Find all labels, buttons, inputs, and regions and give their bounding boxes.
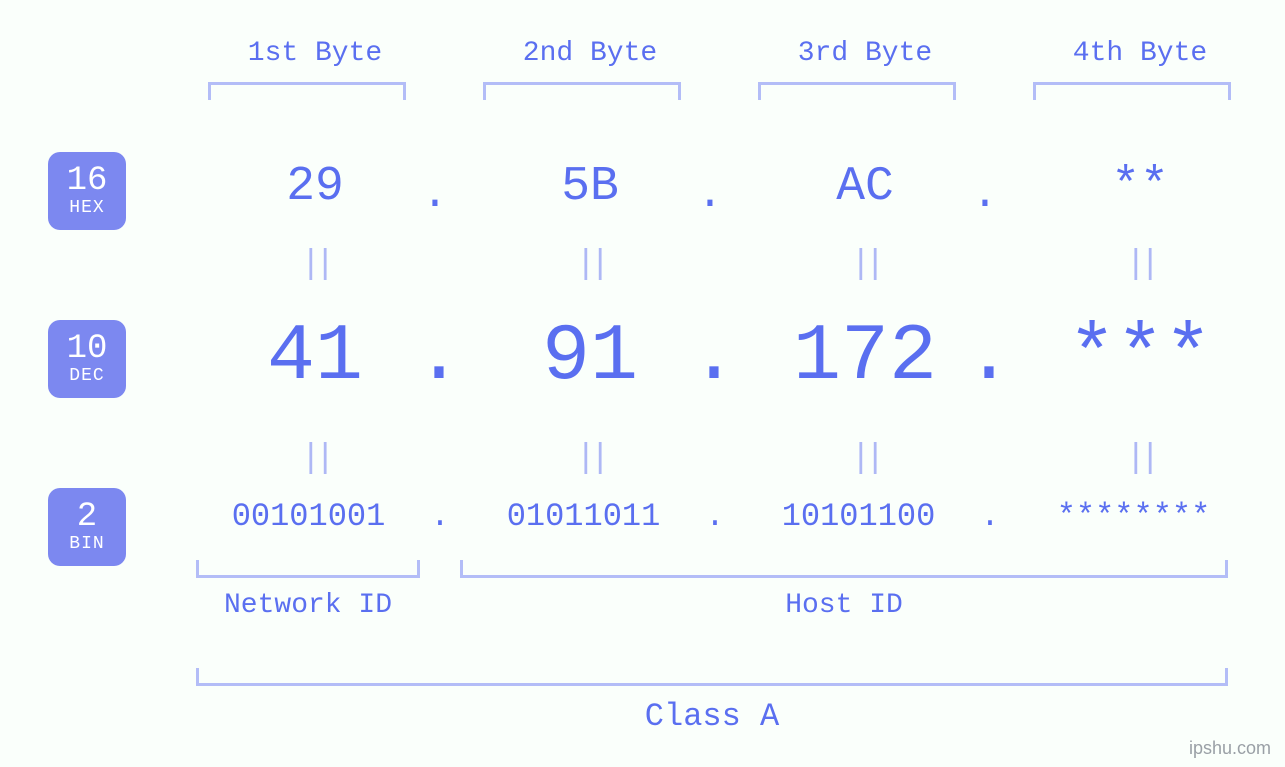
- equals-icon: ||: [295, 246, 335, 284]
- equals-icon: ||: [570, 440, 610, 478]
- base-badge-bin: 2 BIN: [48, 488, 126, 566]
- bracket-class: [196, 668, 1228, 686]
- equals-icon: ||: [845, 246, 885, 284]
- bin-byte-2: 01011011: [461, 498, 706, 535]
- hex-byte-3: AC: [755, 160, 975, 214]
- bin-byte-1: 00101001: [186, 498, 431, 535]
- bracket-network-id: [196, 560, 420, 578]
- hex-byte-1: 29: [205, 160, 425, 214]
- base-label-hex: HEX: [48, 199, 126, 218]
- dot-icon: .: [420, 498, 460, 535]
- dot-icon: .: [695, 498, 735, 535]
- base-badge-dec: 10 DEC: [48, 320, 126, 398]
- equals-icon: ||: [570, 246, 610, 284]
- base-num-dec: 10: [48, 332, 126, 368]
- hex-byte-2: 5B: [480, 160, 700, 214]
- label-class: Class A: [196, 698, 1228, 735]
- dec-byte-1: 41: [205, 312, 425, 403]
- dot-icon: .: [690, 312, 730, 403]
- dot-icon: .: [970, 498, 1010, 535]
- bracket-top-3: [758, 82, 956, 100]
- hex-byte-4: **: [1030, 160, 1250, 214]
- base-label-bin: BIN: [48, 535, 126, 554]
- bin-byte-4: ********: [1011, 498, 1256, 535]
- base-num-hex: 16: [48, 164, 126, 200]
- equals-icon: ||: [295, 440, 335, 478]
- byte-header-3: 3rd Byte: [755, 38, 975, 69]
- dot-icon: .: [965, 312, 1005, 403]
- watermark: ipshu.com: [1189, 738, 1271, 759]
- equals-icon: ||: [845, 440, 885, 478]
- equals-icon: ||: [1120, 440, 1160, 478]
- byte-header-2: 2nd Byte: [480, 38, 700, 69]
- bin-byte-3: 10101100: [736, 498, 981, 535]
- dec-byte-4: ***: [1030, 312, 1250, 403]
- equals-icon: ||: [1120, 246, 1160, 284]
- dec-byte-2: 91: [480, 312, 700, 403]
- bracket-top-1: [208, 82, 406, 100]
- dot-icon: .: [415, 170, 455, 220]
- byte-header-1: 1st Byte: [205, 38, 425, 69]
- dot-icon: .: [690, 170, 730, 220]
- bracket-top-4: [1033, 82, 1231, 100]
- byte-header-4: 4th Byte: [1030, 38, 1250, 69]
- label-host-id: Host ID: [460, 590, 1228, 621]
- bracket-host-id: [460, 560, 1228, 578]
- base-num-bin: 2: [48, 500, 126, 536]
- bracket-top-2: [483, 82, 681, 100]
- base-badge-hex: 16 HEX: [48, 152, 126, 230]
- label-network-id: Network ID: [196, 590, 420, 621]
- base-label-dec: DEC: [48, 367, 126, 386]
- dot-icon: .: [415, 312, 455, 403]
- dot-icon: .: [965, 170, 1005, 220]
- dec-byte-3: 172: [755, 312, 975, 403]
